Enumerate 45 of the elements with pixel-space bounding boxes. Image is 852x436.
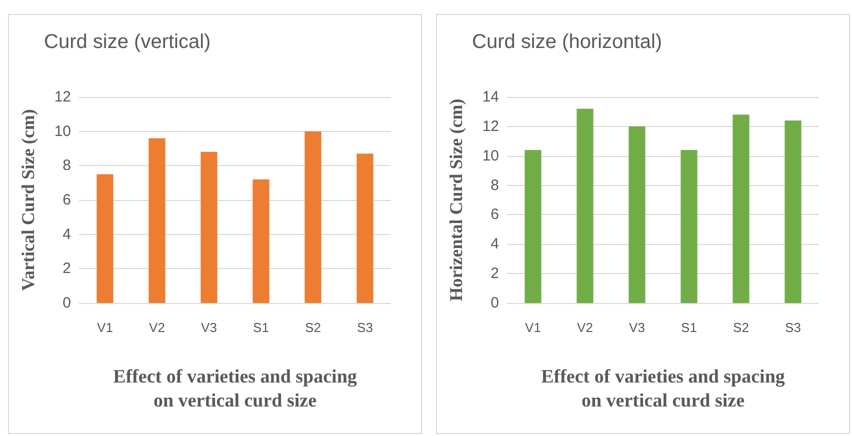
x-tick-label: S2	[305, 320, 321, 335]
bar	[304, 131, 322, 303]
y-tick-label: 10	[54, 122, 71, 140]
x-tick-label: S2	[733, 320, 749, 335]
bar	[628, 126, 646, 303]
bar	[732, 114, 750, 303]
y-tick-label: 12	[482, 118, 499, 135]
x-tick-label: V1	[97, 320, 113, 335]
bar	[148, 138, 166, 303]
y-tick-label: 0	[490, 294, 499, 312]
y-tick-label: 8	[62, 157, 71, 174]
bar	[680, 150, 698, 303]
x-tick-label: V2	[577, 320, 593, 335]
chart-title: Curd size (horizontal)	[472, 31, 662, 53]
y-tick-label: 2	[490, 265, 499, 282]
y-tick-label: 8	[490, 176, 499, 194]
bar	[784, 120, 802, 303]
bar	[356, 154, 374, 303]
x-tick-label: V2	[149, 320, 165, 335]
x-tick-label: S3	[785, 320, 801, 335]
y-tick-label: 10	[482, 147, 499, 164]
bar	[576, 108, 594, 303]
y-tick-label: 12	[54, 88, 71, 106]
y-tick-label: 4	[62, 226, 71, 243]
y-tick-label: 0	[62, 294, 71, 312]
chart-title: Curd size (vertical)	[44, 31, 211, 53]
y-tick-label: 6	[490, 206, 499, 224]
bar	[252, 179, 270, 303]
y-axis-title: Horizental Curd Size (cm)	[446, 98, 466, 302]
x-axis-title: Effect of varieties and spacing on vertical curd size	[541, 366, 786, 412]
x-tick-label: S3	[357, 320, 373, 335]
bar	[96, 174, 114, 303]
x-axis-title: Effect of varieties and spacing on vertical curd size	[113, 366, 358, 412]
x-tick-label: S1	[681, 320, 697, 335]
y-tick-label: 2	[62, 260, 71, 278]
bar	[524, 150, 542, 303]
bar	[200, 152, 218, 303]
y-tick-label: 4	[490, 236, 499, 253]
y-axis-title: Vartical Curd Size (cm)	[18, 109, 38, 291]
x-tick-label: S1	[253, 320, 269, 335]
x-tick-label: V3	[201, 320, 217, 335]
y-tick-label: 6	[62, 192, 71, 208]
x-tick-label: V1	[525, 320, 541, 335]
y-tick-label: 14	[482, 88, 499, 106]
x-tick-label: V3	[629, 320, 645, 335]
